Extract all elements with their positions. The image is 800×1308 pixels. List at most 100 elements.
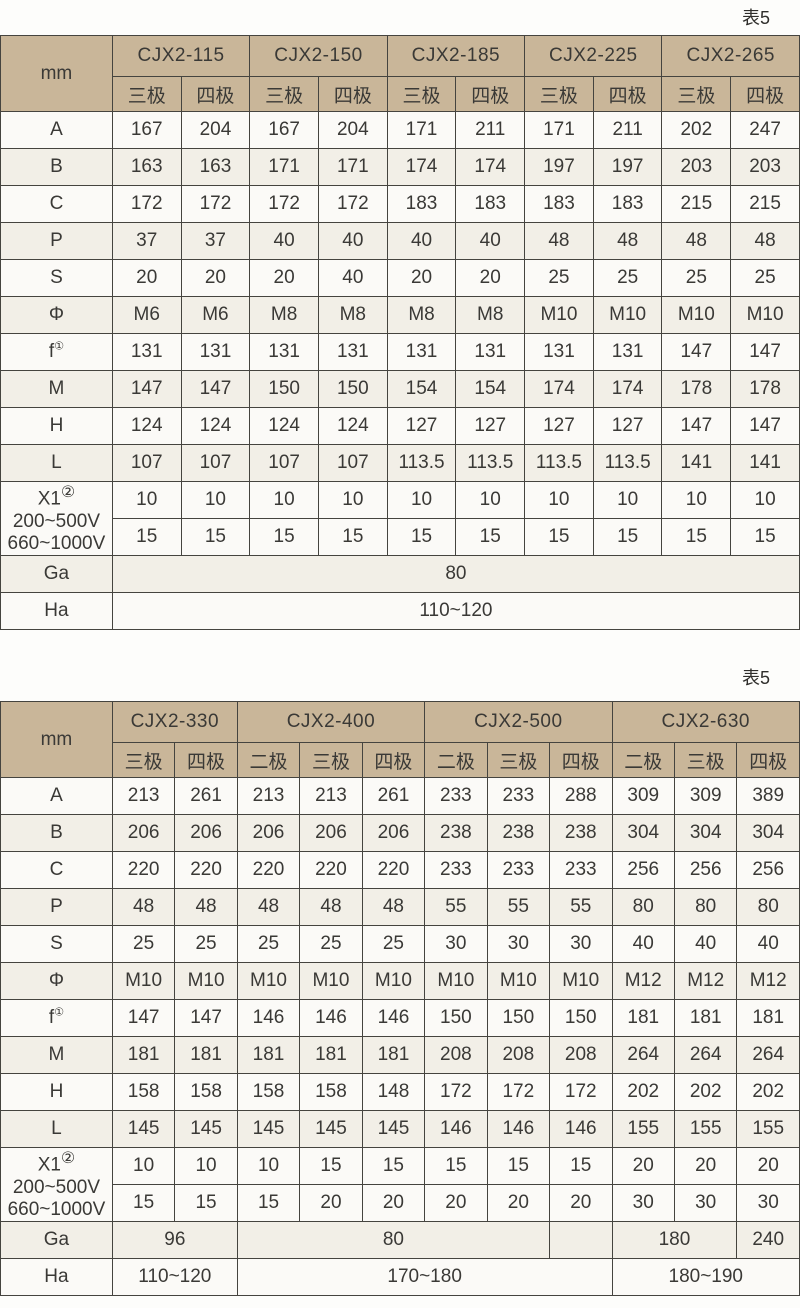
value-cell: 264 bbox=[673, 1036, 738, 1074]
value-cell: 48 bbox=[524, 222, 594, 260]
value-cell: M10 bbox=[299, 962, 363, 1000]
value-cell: 25 bbox=[730, 259, 800, 297]
pole-header: 四极 bbox=[180, 76, 251, 112]
value-cell: 181 bbox=[299, 1036, 363, 1074]
value-cell: 181 bbox=[611, 999, 675, 1037]
value-cell: 238 bbox=[486, 814, 551, 852]
value-cell: M12 bbox=[673, 962, 738, 1000]
pole-header: 二极 bbox=[236, 742, 301, 778]
table-row: S 25 25 25 25 25 30 30 30 40 40 40 bbox=[0, 925, 800, 963]
value-cell: 10 bbox=[236, 1147, 301, 1185]
value-cell: 10 bbox=[317, 481, 388, 519]
value-cell: 30 bbox=[673, 1184, 738, 1222]
value-cell: 264 bbox=[611, 1036, 675, 1074]
value-cell: 171 bbox=[524, 111, 594, 149]
value-cell: 204 bbox=[180, 111, 251, 149]
value-cell: M8 bbox=[386, 296, 457, 334]
value-cell: 220 bbox=[361, 851, 426, 889]
value-cell: 174 bbox=[592, 370, 663, 408]
value-cell: 20 bbox=[455, 259, 526, 297]
value-cell: 15 bbox=[524, 518, 594, 556]
value-cell: 147 bbox=[661, 333, 732, 371]
value-cell: 264 bbox=[736, 1036, 800, 1074]
value-cell: 167 bbox=[249, 111, 319, 149]
pole-header: 三极 bbox=[524, 76, 594, 112]
value-cell: 220 bbox=[174, 851, 238, 889]
model-group-header: CJX2-265 bbox=[661, 35, 800, 77]
value-cell: 154 bbox=[455, 370, 526, 408]
row-label: M bbox=[0, 1036, 113, 1074]
value-cell: 206 bbox=[361, 814, 426, 852]
value-cell: 309 bbox=[673, 777, 738, 815]
table-row: Ha 110~120 170~180 180~190 bbox=[0, 1258, 800, 1296]
value-cell: 155 bbox=[736, 1110, 800, 1148]
value-cell: 208 bbox=[549, 1036, 613, 1074]
value-cell: M12 bbox=[611, 962, 675, 1000]
value-cell: 171 bbox=[249, 148, 319, 186]
value-cell: 10 bbox=[455, 481, 526, 519]
table-row: X1② 200~500V 660~1000V 10 10 10 15 15 15 15 15 20 20… bbox=[0, 1147, 800, 1222]
value-cell: 163 bbox=[111, 148, 182, 186]
value-cell: M10 bbox=[111, 962, 176, 1000]
value-cell: 247 bbox=[730, 111, 800, 149]
table-block-1: 表5 mm CJX2-115 CJX2-150 CJX2-185 CJX2-225 CJX… bbox=[0, 0, 800, 630]
value-cell: 25 bbox=[361, 925, 426, 963]
value-cell: 15 bbox=[661, 518, 732, 556]
value-cell: 131 bbox=[111, 333, 182, 371]
model-group-header: CJX2-630 bbox=[611, 701, 800, 743]
row-label: Ha bbox=[0, 592, 113, 630]
value-cell: M8 bbox=[249, 296, 319, 334]
row-label: B bbox=[0, 814, 113, 852]
pole-header: 三极 bbox=[111, 76, 182, 112]
row-label: f① bbox=[0, 999, 113, 1037]
value-cell: 174 bbox=[524, 370, 594, 408]
row-label: A bbox=[0, 777, 113, 815]
value-cell: 10 bbox=[180, 481, 251, 519]
value-cell: 20 bbox=[486, 1184, 551, 1222]
row-label: H bbox=[0, 407, 113, 445]
value-cell: 131 bbox=[317, 333, 388, 371]
pole-header: 四极 bbox=[317, 76, 388, 112]
table-row: B 163 163 171 171 174 174 197 197 203 203 bbox=[0, 148, 800, 186]
value-cell: 20 bbox=[249, 259, 319, 297]
value-cell: 37 bbox=[111, 222, 182, 260]
value-cell: 203 bbox=[661, 148, 732, 186]
value-cell: 10 bbox=[386, 481, 457, 519]
value-cell: 145 bbox=[299, 1110, 363, 1148]
value-cell: 256 bbox=[673, 851, 738, 889]
value-cell: 204 bbox=[317, 111, 388, 149]
model-group-header: CJX2-185 bbox=[386, 35, 526, 77]
value-cell: 163 bbox=[180, 148, 251, 186]
value-cell: 147 bbox=[111, 999, 176, 1037]
value-cell: 40 bbox=[386, 222, 457, 260]
value-cell: 181 bbox=[361, 1036, 426, 1074]
row-label: B bbox=[0, 148, 113, 186]
value-cell: 113.5 bbox=[524, 444, 594, 482]
row-label: Φ bbox=[0, 962, 113, 1000]
value-cell: 131 bbox=[249, 333, 319, 371]
pole-header: 三极 bbox=[386, 76, 457, 112]
value-cell: 181 bbox=[236, 1036, 301, 1074]
row-label: P bbox=[0, 888, 113, 926]
table-row: Ha 110~120 bbox=[0, 592, 800, 630]
value-cell: 20 bbox=[299, 1184, 363, 1222]
value-cell: 15 bbox=[455, 518, 526, 556]
table-row: Ga 96 80 180 240 bbox=[0, 1221, 800, 1259]
value-cell: 131 bbox=[386, 333, 457, 371]
value-cell: 178 bbox=[730, 370, 800, 408]
value-cell: 146 bbox=[299, 999, 363, 1037]
pole-header: 三极 bbox=[299, 742, 363, 778]
value-cell: 48 bbox=[592, 222, 663, 260]
value-cell: 158 bbox=[236, 1073, 301, 1111]
value-cell: 48 bbox=[236, 888, 301, 926]
table-row: Ga 80 bbox=[0, 555, 800, 593]
value-cell: 150 bbox=[249, 370, 319, 408]
value-cell: 40 bbox=[455, 222, 526, 260]
table-row: L 145 145 145 145 145 146 146 146 155 155 155 bbox=[0, 1110, 800, 1148]
value-cell: 304 bbox=[673, 814, 738, 852]
row-label: Ga bbox=[0, 555, 113, 593]
value-cell: 15 bbox=[180, 518, 251, 556]
table-row: A 167 204 167 204 171 211 171 211 202 247 bbox=[0, 111, 800, 149]
value-cell: 80 bbox=[736, 888, 800, 926]
value-cell: 178 bbox=[661, 370, 732, 408]
